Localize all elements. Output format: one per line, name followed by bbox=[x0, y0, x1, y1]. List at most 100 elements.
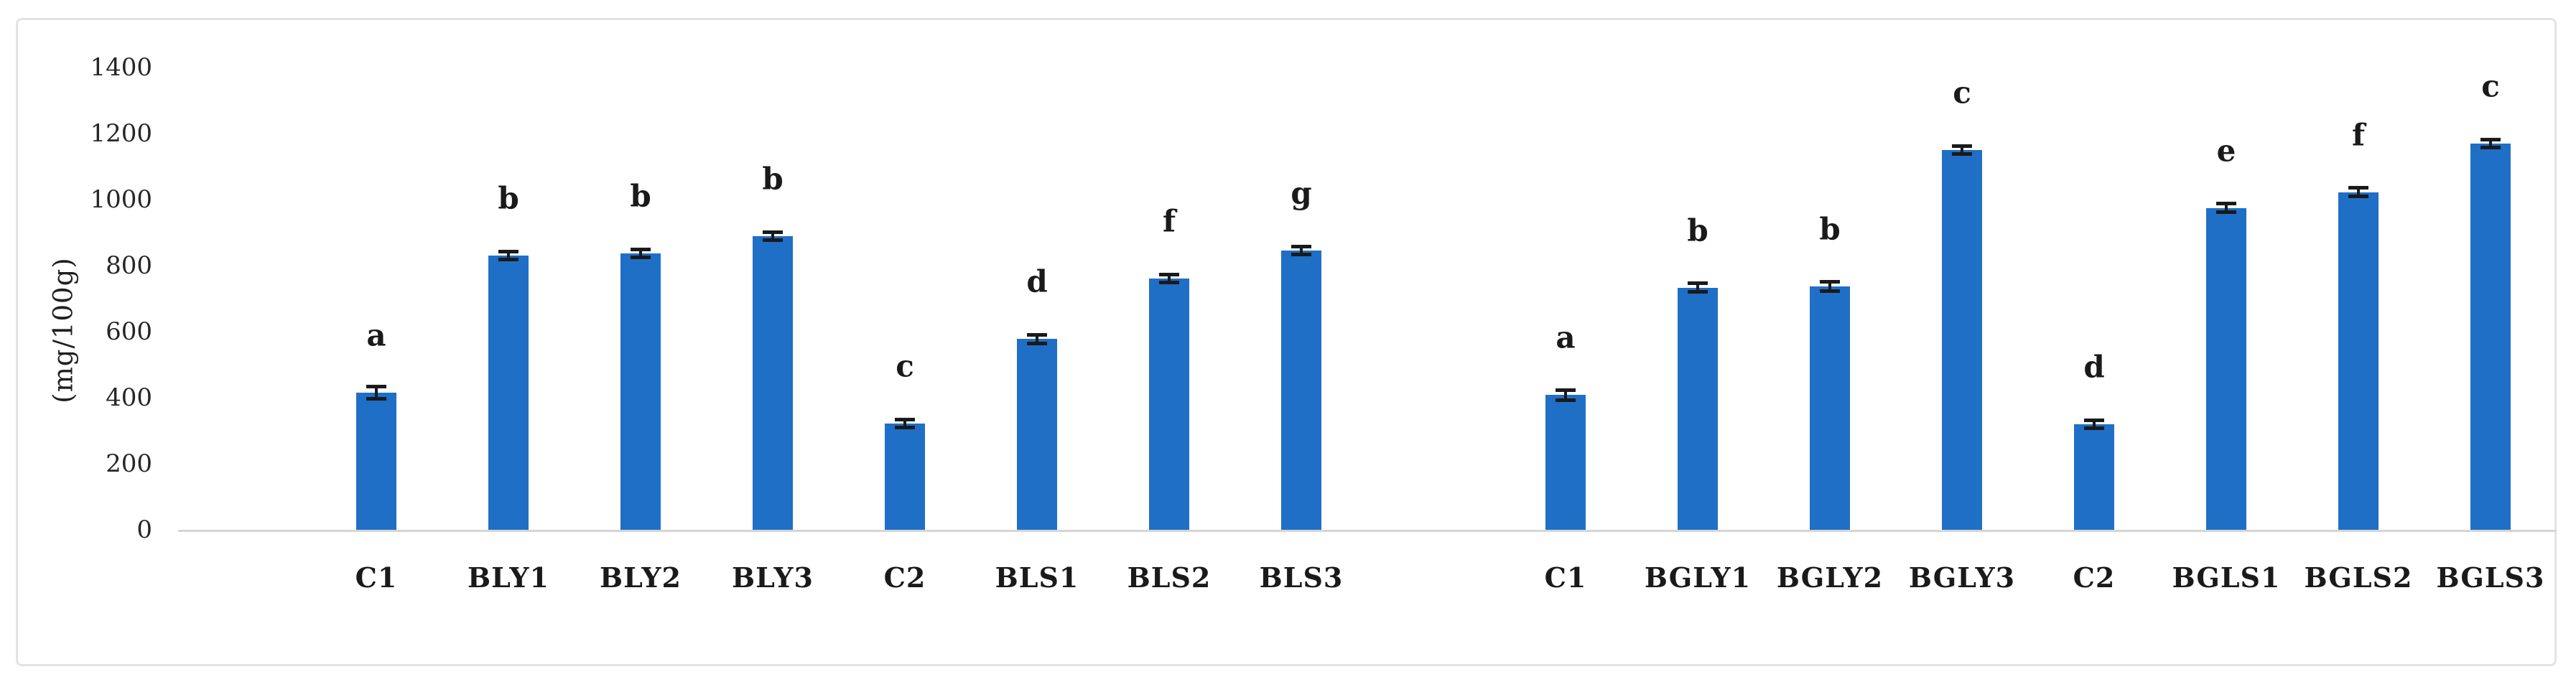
y-tick-label: 1400 bbox=[90, 53, 152, 82]
x-category-label: BGLS3 bbox=[2436, 561, 2545, 594]
x-category-label: C1 bbox=[355, 561, 398, 594]
error-bar bbox=[1159, 281, 1179, 285]
error-bar bbox=[2084, 426, 2104, 430]
x-category-label: BGLY1 bbox=[1644, 561, 1752, 594]
bar-BLY1-group1 bbox=[488, 256, 529, 530]
bar-BGLY1-group2 bbox=[1678, 287, 1718, 530]
error-bar bbox=[498, 258, 519, 262]
error-bar bbox=[1556, 388, 1576, 392]
error-bar bbox=[2216, 210, 2236, 215]
significance-letter: g bbox=[1291, 175, 1312, 211]
error-bar bbox=[2489, 140, 2492, 146]
bar-C2-group1 bbox=[885, 423, 925, 530]
x-category-label: BLS3 bbox=[1259, 561, 1344, 594]
error-bar bbox=[1036, 335, 1038, 342]
error-bar bbox=[2216, 201, 2236, 205]
error-bar bbox=[1291, 245, 1311, 249]
error-bar bbox=[763, 238, 783, 242]
error-bar bbox=[2348, 195, 2368, 199]
y-tick-label: 200 bbox=[106, 449, 152, 478]
error-bar bbox=[1300, 248, 1303, 254]
x-category-label: BGLS1 bbox=[2172, 561, 2281, 594]
error-bar bbox=[1564, 391, 1567, 399]
significance-letter: a bbox=[1556, 319, 1576, 355]
error-bar bbox=[366, 385, 386, 389]
error-bar bbox=[1688, 290, 1708, 294]
error-bar bbox=[1168, 276, 1171, 282]
x-category-label: C1 bbox=[1544, 561, 1587, 594]
error-bar bbox=[2225, 204, 2228, 212]
error-bar bbox=[1961, 147, 1963, 153]
significance-letter: b bbox=[1819, 211, 1841, 247]
error-bar bbox=[366, 397, 386, 401]
error-bar bbox=[631, 255, 651, 259]
significance-letter: b bbox=[498, 180, 519, 216]
significance-letter: c bbox=[896, 348, 914, 384]
x-category-label: BGLS2 bbox=[2304, 561, 2413, 594]
x-category-label: C2 bbox=[2073, 561, 2116, 594]
error-bar bbox=[1952, 144, 1972, 148]
x-category-label: C2 bbox=[883, 561, 926, 594]
error-bar bbox=[1159, 273, 1179, 277]
error-bar bbox=[2084, 418, 2104, 422]
y-tick-label: 1000 bbox=[90, 185, 152, 214]
error-bar bbox=[1291, 253, 1311, 257]
error-bar bbox=[771, 233, 774, 239]
error-bar bbox=[2348, 186, 2368, 190]
bar-BGLY2-group2 bbox=[1810, 286, 1850, 530]
significance-letter: b bbox=[762, 161, 784, 197]
bar-BGLS2-group2 bbox=[2338, 192, 2379, 530]
error-bar bbox=[1696, 284, 1699, 291]
significance-letter: f bbox=[1162, 203, 1176, 239]
bar-BLS3-group1 bbox=[1281, 251, 1321, 530]
error-bar bbox=[639, 250, 642, 256]
error-bar bbox=[2357, 189, 2360, 196]
error-bar bbox=[2480, 137, 2501, 141]
significance-letter: b bbox=[630, 178, 651, 214]
bar-C1-group2 bbox=[1545, 395, 1586, 530]
y-tick-label: 400 bbox=[106, 383, 152, 412]
error-bar bbox=[895, 417, 915, 421]
error-bar bbox=[507, 253, 510, 259]
y-tick-label: 1200 bbox=[90, 119, 152, 148]
y-tick-label: 800 bbox=[106, 251, 152, 280]
error-bar bbox=[763, 230, 783, 234]
error-bar bbox=[498, 250, 519, 254]
significance-letter: d bbox=[2083, 349, 2105, 385]
x-category-label: BLS2 bbox=[1127, 561, 1212, 594]
error-bar bbox=[2480, 145, 2501, 149]
significance-letter: b bbox=[1687, 212, 1708, 248]
error-bar bbox=[1952, 152, 1972, 156]
bar-C2-group2 bbox=[2074, 424, 2114, 530]
error-bar bbox=[375, 388, 378, 398]
bar-BLY3-group1 bbox=[753, 235, 793, 530]
error-bar bbox=[1688, 281, 1708, 286]
error-bar bbox=[1556, 398, 1576, 402]
error-bar bbox=[1027, 341, 1047, 345]
bar-BLY2-group1 bbox=[620, 253, 661, 530]
x-category-label: BGLY3 bbox=[1908, 561, 2016, 594]
bar-BLS1-group1 bbox=[1017, 339, 1057, 530]
error-bar bbox=[1820, 289, 1840, 293]
significance-letter: c bbox=[2481, 68, 2500, 104]
error-bar bbox=[903, 420, 906, 426]
x-category-label: BLS1 bbox=[995, 561, 1079, 594]
significance-letter: d bbox=[1026, 263, 1048, 299]
x-category-label: BLY2 bbox=[600, 561, 682, 594]
error-bar bbox=[1027, 332, 1047, 337]
x-category-label: BLY3 bbox=[732, 561, 814, 594]
bar-BLS2-group1 bbox=[1149, 279, 1189, 530]
error-bar bbox=[631, 247, 651, 251]
significance-letter: c bbox=[1953, 75, 1971, 111]
error-bar bbox=[895, 425, 915, 429]
significance-letter: f bbox=[2351, 117, 2366, 153]
bar-BGLS3-group2 bbox=[2470, 143, 2511, 530]
y-tick-label: 600 bbox=[106, 317, 152, 346]
bar-BGLS1-group2 bbox=[2206, 207, 2246, 530]
error-bar bbox=[1828, 283, 1831, 290]
significance-letter: a bbox=[366, 317, 386, 353]
error-bar bbox=[1820, 280, 1840, 284]
bar-BGLY3-group2 bbox=[1942, 150, 1982, 530]
significance-letter: e bbox=[2216, 133, 2236, 168]
